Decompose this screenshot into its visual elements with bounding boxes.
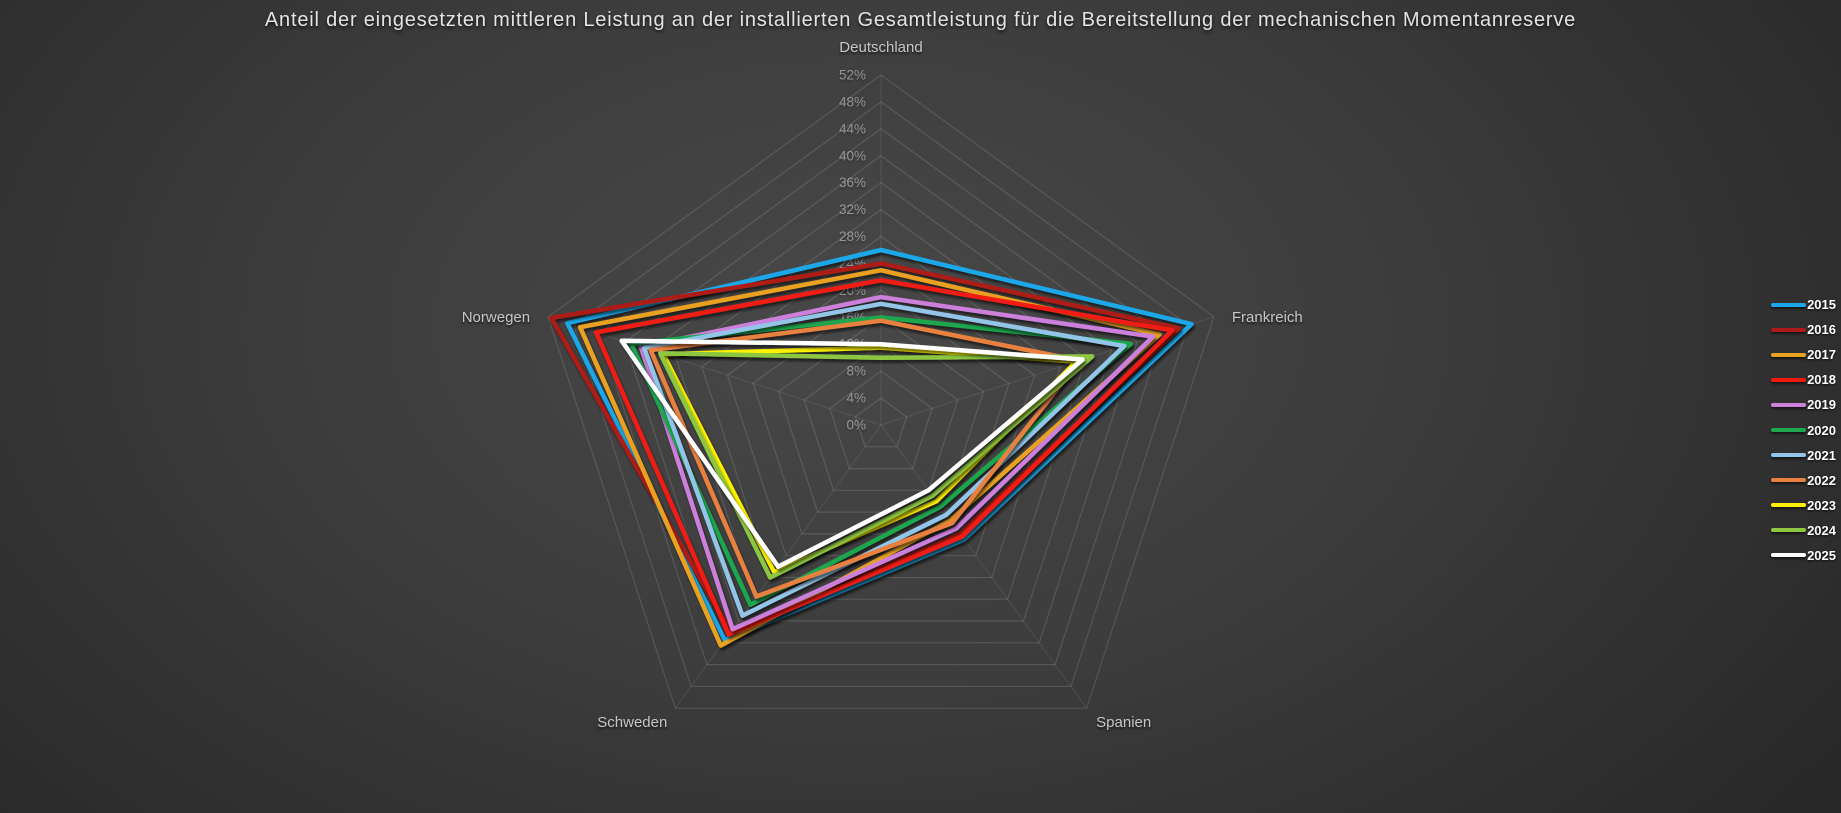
legend-swatch bbox=[1771, 553, 1807, 558]
legend-item-2024: 2024 bbox=[1771, 518, 1836, 543]
legend-swatch bbox=[1771, 503, 1807, 508]
axis-spoke bbox=[880, 424, 1088, 709]
legend-item-2018: 2018 bbox=[1771, 367, 1836, 392]
series-line-2016 bbox=[549, 261, 1181, 635]
legend-item-2025: 2025 bbox=[1771, 543, 1836, 568]
legend-label: 2023 bbox=[1807, 497, 1836, 513]
series-line-2025 bbox=[619, 338, 1085, 569]
legend-label: 2016 bbox=[1807, 322, 1836, 338]
radial-tick-label: 52% bbox=[839, 68, 866, 83]
grid-ring bbox=[701, 235, 1061, 579]
legend-item-2016: 2016 bbox=[1771, 317, 1836, 342]
axis-spoke bbox=[547, 316, 882, 426]
legend-label: 2022 bbox=[1807, 472, 1836, 488]
grid-ring bbox=[547, 74, 1215, 709]
legend-swatch bbox=[1771, 377, 1807, 382]
legend-swatch bbox=[1771, 302, 1807, 307]
legend-label: 2018 bbox=[1807, 372, 1836, 388]
grid-ring bbox=[854, 397, 908, 448]
grid-ring bbox=[572, 101, 1190, 688]
legend-label: 2025 bbox=[1807, 547, 1836, 563]
legend-swatch bbox=[1771, 528, 1807, 533]
legend-label: 2024 bbox=[1807, 522, 1836, 538]
series-line-2022 bbox=[648, 318, 1082, 599]
series-line-2015 bbox=[565, 247, 1194, 643]
radial-tick-label: 48% bbox=[839, 94, 866, 109]
legend-item-2017: 2017 bbox=[1771, 342, 1836, 367]
grid-ring bbox=[598, 128, 1164, 666]
legend-item-2021: 2021 bbox=[1771, 443, 1836, 468]
legend-item-2019: 2019 bbox=[1771, 392, 1836, 417]
radial-tick-label: 4% bbox=[846, 391, 866, 406]
axis-label-frankreich: Frankreich bbox=[1232, 309, 1303, 326]
legend-label: 2020 bbox=[1807, 422, 1836, 438]
radial-tick-label: 28% bbox=[839, 229, 866, 244]
grid-ring bbox=[649, 181, 1113, 622]
legend-swatch bbox=[1771, 352, 1807, 357]
legend-swatch bbox=[1771, 402, 1807, 407]
legend-label: 2017 bbox=[1807, 347, 1836, 363]
radial-tick-label: 32% bbox=[839, 202, 866, 217]
legend-item-2023: 2023 bbox=[1771, 493, 1836, 518]
legend: 2015 2016 2017 2018 2019 2020 2021 2022 2023 2024… bbox=[1771, 292, 1836, 568]
radial-tick-label: 0% bbox=[846, 418, 866, 433]
legend-label: 2019 bbox=[1807, 397, 1836, 413]
legend-label: 2021 bbox=[1807, 447, 1836, 463]
legend-swatch bbox=[1771, 453, 1807, 458]
legend-item-2020: 2020 bbox=[1771, 417, 1836, 442]
label-layer: 0%4%8%12%16%20%24%28%32%36%40%44%48%52%D… bbox=[462, 39, 1303, 731]
legend-item-2015: 2015 bbox=[1771, 292, 1836, 317]
grid-ring bbox=[752, 289, 1010, 535]
series-line-2018 bbox=[593, 278, 1175, 637]
radial-tick-label: 40% bbox=[839, 148, 866, 163]
legend-swatch bbox=[1771, 428, 1807, 433]
page-title: Anteil der eingesetzten mittleren Leistu… bbox=[264, 9, 1577, 31]
axis-label-schweden: Schweden bbox=[597, 714, 667, 731]
legend-item-2022: 2022 bbox=[1771, 468, 1836, 493]
legend-swatch bbox=[1771, 327, 1807, 332]
axis-label-deutschland: Deutschland bbox=[839, 39, 922, 56]
axis-label-norwegen: Norwegen bbox=[462, 309, 530, 326]
radial-tick-label: 36% bbox=[839, 175, 866, 190]
radial-tick-label: 44% bbox=[839, 121, 866, 136]
legend-label: 2015 bbox=[1807, 297, 1836, 313]
axis-label-spanien: Spanien bbox=[1096, 714, 1151, 731]
grid-ring bbox=[829, 370, 933, 470]
radial-tick-label: 8% bbox=[846, 364, 866, 379]
series-layer bbox=[549, 247, 1194, 648]
legend-swatch bbox=[1771, 478, 1807, 483]
grid-ring bbox=[803, 343, 959, 491]
